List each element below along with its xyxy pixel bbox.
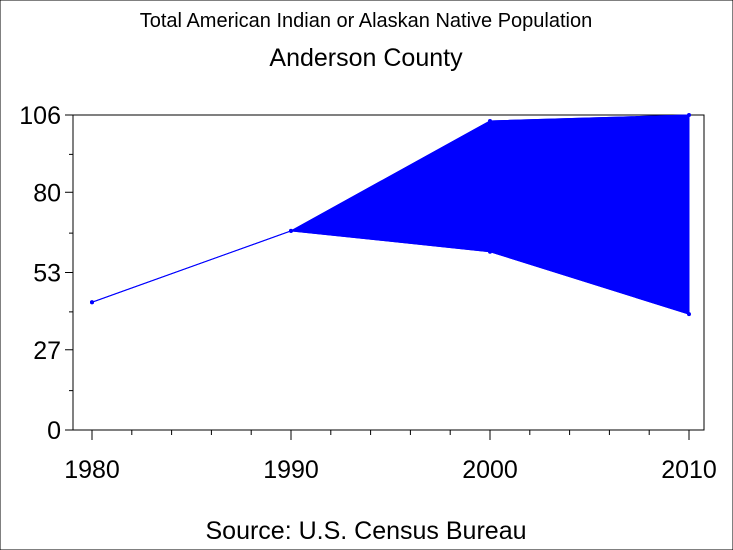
x-tick-label-2000: 2000: [462, 456, 518, 484]
series-line-2: [91, 230, 690, 315]
x-axis: 1980 1990 2000 2010: [64, 430, 717, 484]
y-tick-label-80: 80: [33, 179, 61, 207]
chart-source: Source: U.S. Census Bureau: [206, 517, 527, 545]
series-2-point-2010: [687, 312, 691, 317]
chart-subtitle: Anderson County: [269, 44, 463, 72]
series-1-point-2000: [488, 118, 492, 123]
y-tick-label-0: 0: [47, 417, 61, 445]
x-tick-label-1990: 1990: [263, 456, 319, 484]
y-tick-label-106: 106: [19, 102, 61, 130]
y-tick-label-53: 53: [33, 260, 61, 288]
series-1-point-2010: [687, 113, 691, 117]
x-tick-label-1980: 1980: [64, 456, 120, 484]
series-2-point-1990: [289, 228, 293, 233]
series-2-point-1980: [90, 300, 94, 305]
chart-marks: [90, 113, 691, 317]
series-2-point-2000: [488, 249, 492, 254]
chart-title: Total American Indian or Alaskan Native …: [140, 10, 593, 32]
y-tick-label-27: 27: [33, 337, 61, 365]
y-axis: 0 27 53 80 106: [19, 102, 73, 445]
x-tick-label-2010: 2010: [661, 456, 717, 484]
